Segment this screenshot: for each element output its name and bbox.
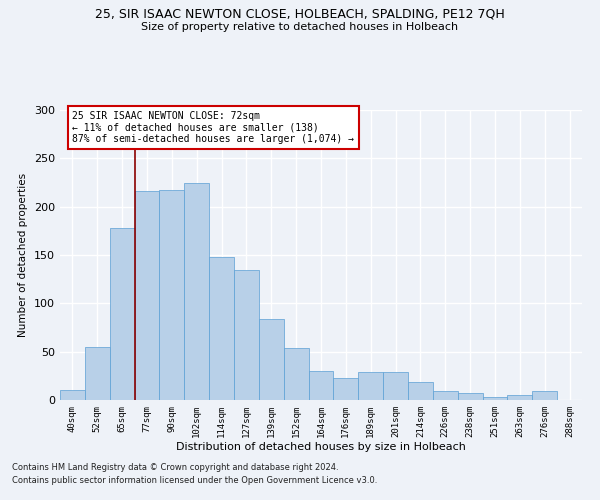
Bar: [134, 191, 160, 400]
Text: Distribution of detached houses by size in Holbeach: Distribution of detached houses by size …: [176, 442, 466, 452]
Text: 25, SIR ISAAC NEWTON CLOSE, HOLBEACH, SPALDING, PE12 7QH: 25, SIR ISAAC NEWTON CLOSE, HOLBEACH, SP…: [95, 8, 505, 20]
Bar: [308, 371, 334, 400]
Y-axis label: Number of detached properties: Number of detached properties: [19, 173, 28, 337]
Bar: [508, 395, 532, 400]
Bar: [383, 372, 408, 400]
Bar: [209, 257, 234, 400]
Text: 25 SIR ISAAC NEWTON CLOSE: 72sqm
← 11% of detached houses are smaller (138)
87% : 25 SIR ISAAC NEWTON CLOSE: 72sqm ← 11% o…: [73, 111, 355, 144]
Bar: [259, 319, 284, 400]
Bar: [408, 382, 433, 400]
Bar: [358, 372, 383, 400]
Bar: [184, 182, 209, 400]
Bar: [334, 378, 358, 400]
Bar: [60, 390, 85, 400]
Bar: [532, 392, 557, 400]
Text: Contains public sector information licensed under the Open Government Licence v3: Contains public sector information licen…: [12, 476, 377, 485]
Bar: [160, 190, 184, 400]
Bar: [85, 347, 110, 400]
Bar: [458, 393, 482, 400]
Text: Contains HM Land Registry data © Crown copyright and database right 2024.: Contains HM Land Registry data © Crown c…: [12, 464, 338, 472]
Bar: [234, 270, 259, 400]
Bar: [433, 392, 458, 400]
Bar: [284, 348, 308, 400]
Bar: [482, 397, 508, 400]
Bar: [110, 228, 134, 400]
Text: Size of property relative to detached houses in Holbeach: Size of property relative to detached ho…: [142, 22, 458, 32]
